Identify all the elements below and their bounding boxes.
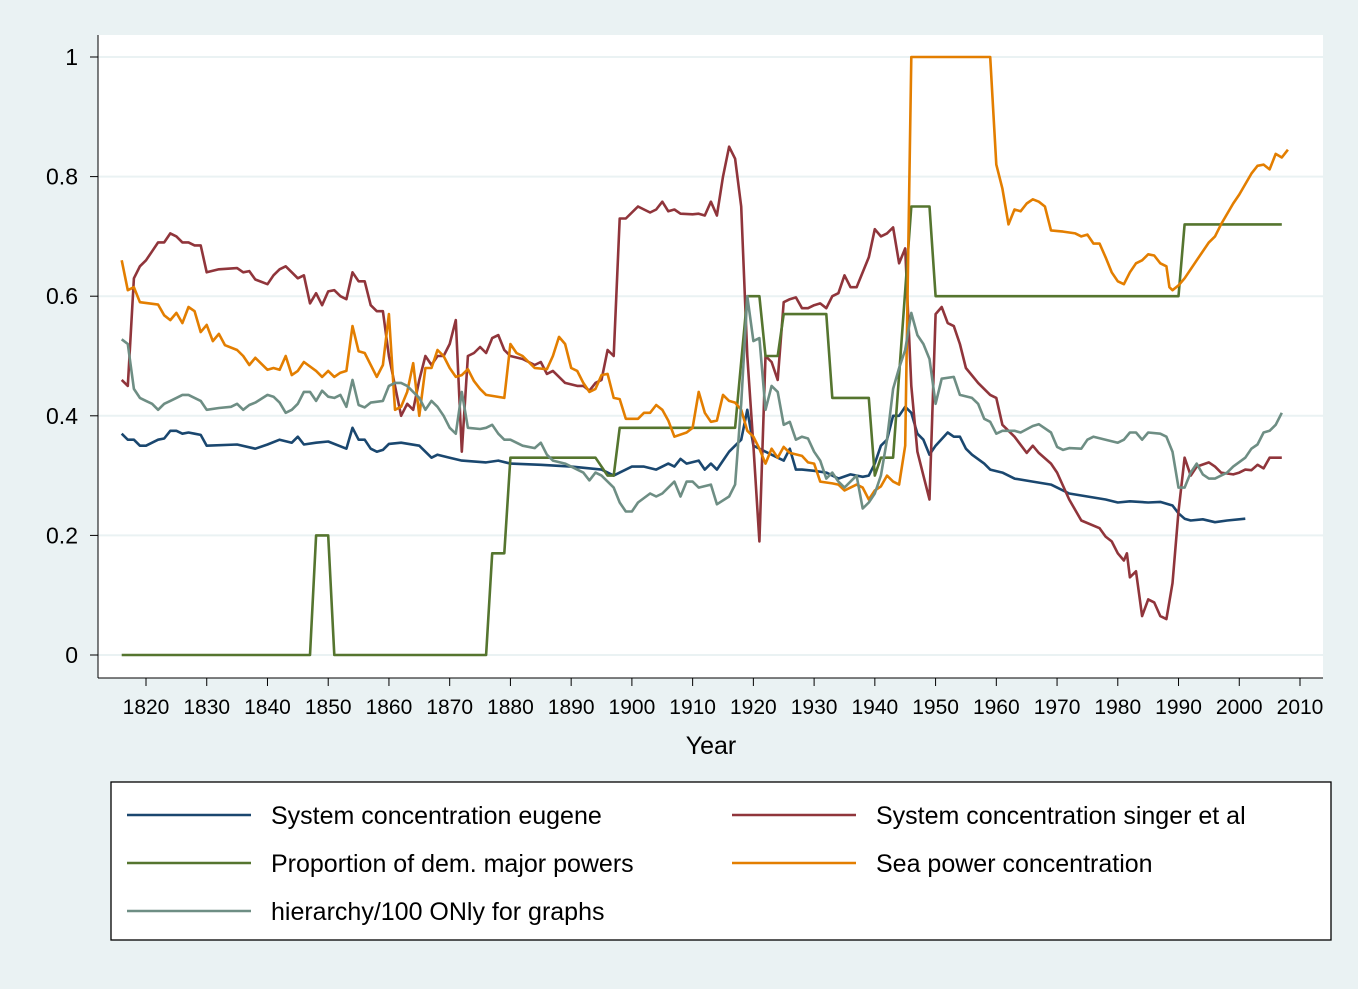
legend-box (110, 781, 1332, 941)
x-tick-label: 1960 (973, 696, 1020, 719)
y-tick-label: 0.8 (46, 164, 78, 190)
y-tick-label: 0 (65, 642, 78, 668)
gridlines (98, 56, 1323, 656)
x-tick-label: 1820 (123, 696, 170, 719)
x-tick-label: 1950 (912, 696, 959, 719)
legend-label: Proportion of dem. major powers (271, 850, 634, 878)
series-line-5 (120, 294, 1283, 513)
x-tick-label: 1870 (426, 696, 473, 719)
legend-label: System concentration singer et al (876, 802, 1246, 830)
x-axis-label: Year (686, 732, 737, 760)
x-tick-label: 1970 (1034, 696, 1081, 719)
legend-label: System concentration eugene (271, 802, 602, 830)
x-tick-label: 1990 (1155, 696, 1202, 719)
series-line-2 (120, 145, 1282, 621)
series-lines (120, 55, 1289, 657)
series-line-3 (121, 205, 1282, 657)
legend-label: hierarchy/100 ONly for graphs (271, 898, 604, 926)
x-tick-label: 1850 (305, 696, 352, 719)
series-line-4 (120, 55, 1289, 501)
legend: System concentration eugene System concen… (110, 781, 1332, 941)
y-tick-label: 1 (65, 44, 78, 70)
series-line-1 (120, 405, 1246, 524)
x-tick-label: 1930 (791, 696, 838, 719)
x-tick-label: 1840 (244, 696, 291, 719)
y-tick-label: 0.6 (46, 283, 78, 309)
y-tick-label: 0.4 (46, 403, 78, 429)
legend-label: Sea power concentration (876, 850, 1153, 878)
x-tick-label: 1900 (609, 696, 656, 719)
x-tick-label: 1890 (548, 696, 595, 719)
x-axis: 1820 1830 1840 1850 1860 1870 1880 1890 1900 1910… (98, 677, 1324, 719)
x-tick-label: 1980 (1094, 696, 1141, 719)
x-tick-label: 1880 (487, 696, 534, 719)
x-tick-label: 1830 (183, 696, 230, 719)
y-axis: 0 0.2 0.4 0.6 0.8 1 (46, 35, 99, 678)
x-tick-label: 1940 (851, 696, 898, 719)
plot-region (98, 35, 1323, 678)
y-tick-label: 0.2 (46, 522, 78, 548)
x-tick-label: 1920 (730, 696, 777, 719)
x-tick-label: 1860 (366, 696, 413, 719)
x-tick-label: 2010 (1277, 696, 1324, 719)
x-tick-label: 1910 (669, 696, 716, 719)
x-tick-label: 2000 (1216, 696, 1263, 719)
